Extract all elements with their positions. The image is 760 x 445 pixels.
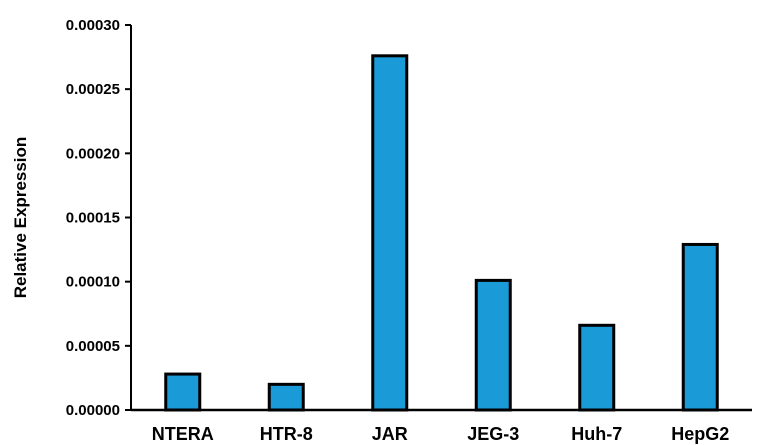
y-tick-label: 0.00020 <box>66 145 120 162</box>
y-tick-label: 0.00010 <box>66 274 120 291</box>
bar-jeg-3 <box>474 278 512 412</box>
x-tick-label: NTERA <box>152 424 214 444</box>
y-tick-label: 0.00000 <box>66 402 120 419</box>
x-tick-label: HTR-8 <box>260 424 313 444</box>
y-tick-label: 0.00015 <box>66 210 120 227</box>
y-tick-label: 0.00025 <box>66 81 120 98</box>
bars <box>164 54 719 412</box>
bar-huh-7 <box>578 323 616 412</box>
bar-ntera <box>164 372 202 412</box>
y-axis: 0.00000 0.00005 0.00010 0.00015 0.00020 0.000… <box>66 17 132 419</box>
x-tick-label: Huh-7 <box>571 424 622 444</box>
bar-jar <box>371 54 409 412</box>
y-axis-title: Relative Expression <box>11 137 30 299</box>
y-tick-label: 0.00005 <box>66 338 120 355</box>
x-tick-label: HepG2 <box>671 424 729 444</box>
bar-htr-8 <box>267 382 305 412</box>
x-tick-label: JAR <box>372 424 408 444</box>
x-tick-labels: NTERA HTR-8 JAR JEG-3 Huh-7 HepG2 <box>152 424 730 444</box>
x-tick-label: JEG-3 <box>467 424 519 444</box>
bar-hepg2 <box>681 242 719 412</box>
y-tick-label: 0.00030 <box>66 17 120 34</box>
